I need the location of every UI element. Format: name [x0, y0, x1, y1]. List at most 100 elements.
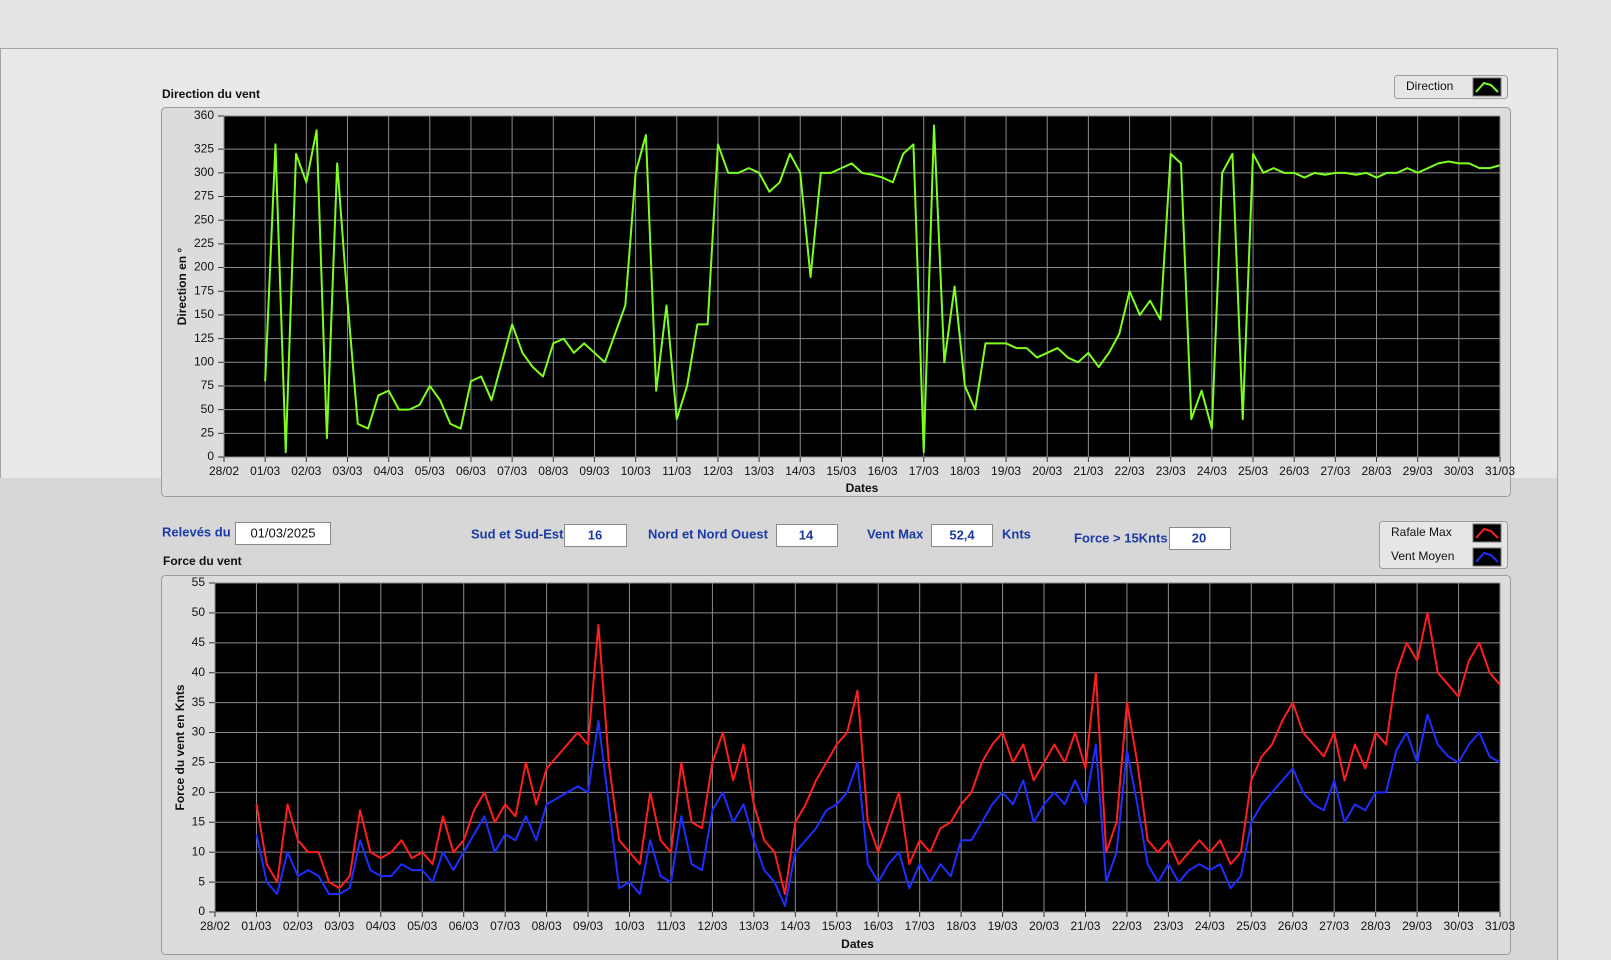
y-tick-label: 50 [192, 605, 206, 619]
x-tick-label: 15/03 [822, 919, 852, 933]
y-tick-label: 0 [207, 449, 214, 463]
x-tick-label: 04/03 [366, 919, 396, 933]
date-value: 01/03/2025 [250, 525, 315, 540]
x-axis-title: Dates [841, 937, 874, 951]
y-tick-label: 5 [198, 874, 205, 888]
x-tick-label: 10/03 [615, 919, 645, 933]
x-tick-label: 03/03 [324, 919, 354, 933]
x-tick-label: 11/03 [662, 464, 691, 478]
x-tick-label: 02/03 [291, 464, 321, 478]
x-tick-label: 17/03 [909, 464, 939, 478]
y-tick-label: 55 [192, 575, 206, 589]
legend-swatch-bg [1472, 547, 1502, 567]
legend-swatch [1475, 81, 1499, 93]
x-tick-label: 30/03 [1444, 464, 1474, 478]
sud-value: 16 [588, 527, 602, 542]
x-tick-label: 28/03 [1362, 464, 1392, 478]
x-tick-label: 06/03 [456, 464, 486, 478]
x-tick-label: 24/03 [1195, 919, 1225, 933]
x-tick-label: 28/02 [200, 919, 230, 933]
sud-label: Sud et Sud-Est [471, 526, 564, 541]
y-tick-label: 100 [194, 354, 214, 368]
legend-label: Vent Moyen [1391, 549, 1454, 563]
vent-max-box [931, 524, 993, 547]
y-tick-label: 15 [192, 814, 206, 828]
x-tick-label: 22/03 [1112, 919, 1142, 933]
y-tick-label: 125 [194, 331, 214, 345]
x-tick-label: 20/03 [1032, 464, 1062, 478]
x-tick-label: 13/03 [739, 919, 769, 933]
x-tick-label: 27/03 [1319, 919, 1349, 933]
x-tick-label: 07/03 [490, 919, 520, 933]
x-tick-label: 31/03 [1485, 464, 1515, 478]
releves-label: Relevés du [162, 524, 231, 539]
x-tick-label: 25/03 [1238, 464, 1268, 478]
y-tick-label: 75 [201, 378, 215, 392]
y-tick-label: 175 [194, 283, 214, 297]
chart-title: Direction du vent [162, 87, 260, 101]
x-tick-label: 06/03 [449, 919, 479, 933]
x-tick-label: 09/03 [579, 464, 609, 478]
vent-max-value: 52,4 [949, 527, 975, 542]
legend-swatch [1475, 551, 1499, 563]
x-tick-label: 28/02 [209, 464, 239, 478]
x-tick-label: 12/03 [703, 464, 733, 478]
y-tick-label: 30 [192, 725, 206, 739]
x-tick-label: 18/03 [950, 464, 980, 478]
y-tick-label: 150 [194, 307, 214, 321]
x-tick-label: 19/03 [988, 919, 1018, 933]
data-line [264, 124, 1501, 454]
x-tick-label: 29/03 [1402, 919, 1432, 933]
x-tick-label: 05/03 [415, 464, 445, 478]
x-tick-label: 25/03 [1236, 919, 1266, 933]
y-tick-label: 35 [192, 695, 206, 709]
y-axis-title: Force du vent en Knts [173, 684, 187, 810]
sud-box [564, 524, 627, 547]
legend-swatch-bg [1472, 77, 1502, 97]
y-tick-label: 40 [192, 665, 206, 679]
x-tick-label: 18/03 [946, 919, 976, 933]
x-tick-label: 14/03 [785, 464, 815, 478]
x-tick-label: 11/03 [656, 919, 685, 933]
y-tick-label: 20 [192, 785, 206, 799]
x-tick-label: 16/03 [868, 464, 898, 478]
legend-label: Rafale Max [1391, 525, 1452, 539]
y-tick-label: 10 [192, 844, 206, 858]
y-axis-title: Direction en ° [175, 248, 189, 326]
x-tick-label: 08/03 [532, 919, 562, 933]
data-line [255, 611, 1501, 896]
x-tick-label: 17/03 [905, 919, 935, 933]
x-tick-label: 12/03 [697, 919, 727, 933]
nord-box [776, 524, 838, 547]
x-tick-label: 01/03 [250, 464, 280, 478]
force15-value: 20 [1192, 530, 1206, 545]
x-tick-label: 04/03 [374, 464, 404, 478]
y-tick-label: 200 [194, 260, 214, 274]
y-tick-label: 250 [194, 212, 214, 226]
x-tick-label: 10/03 [621, 464, 651, 478]
force15-box [1169, 527, 1231, 550]
vent-max-label: Vent Max [867, 526, 924, 541]
x-tick-label: 21/03 [1070, 919, 1100, 933]
x-tick-label: 27/03 [1320, 464, 1350, 478]
x-tick-label: 19/03 [991, 464, 1021, 478]
x-tick-label: 14/03 [780, 919, 810, 933]
y-tick-label: 225 [194, 236, 214, 250]
nord-value: 14 [799, 527, 814, 542]
x-tick-label: 24/03 [1197, 464, 1227, 478]
x-tick-label: 26/03 [1278, 919, 1308, 933]
x-tick-label: 29/03 [1403, 464, 1433, 478]
vent-max-unit: Knts [1002, 526, 1031, 541]
y-tick-label: 275 [194, 189, 214, 203]
legend-swatch [1475, 527, 1499, 539]
x-tick-label: 02/03 [283, 919, 313, 933]
x-tick-label: 15/03 [826, 464, 856, 478]
y-tick-label: 325 [194, 141, 214, 155]
x-tick-label: 30/03 [1444, 919, 1474, 933]
y-tick-label: 360 [194, 108, 214, 122]
x-tick-label: 05/03 [407, 919, 437, 933]
x-tick-label: 23/03 [1156, 464, 1186, 478]
x-tick-label: 28/03 [1361, 919, 1391, 933]
date-box[interactable] [235, 522, 331, 545]
